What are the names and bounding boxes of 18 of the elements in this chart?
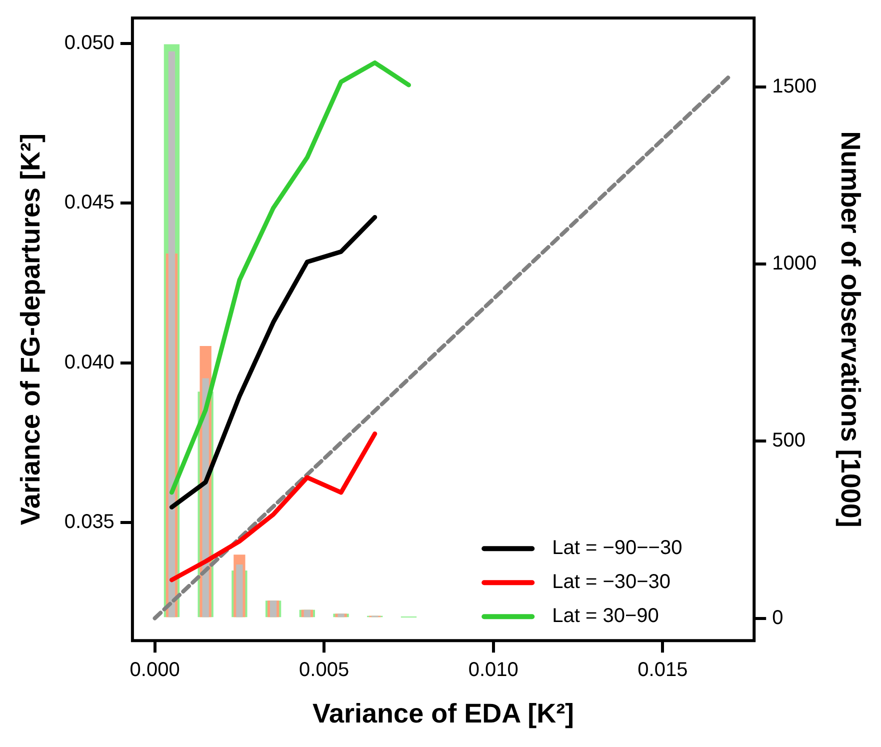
x-axis-title: Variance of EDA [K²] <box>312 698 574 728</box>
x-tick-label: 0.015 <box>638 659 688 682</box>
y-tick-label: 0.050 <box>64 32 114 54</box>
y-tick-label: 0.040 <box>64 351 114 374</box>
y2-tick-label: 1500 <box>772 76 817 98</box>
y2-tick-label: 1000 <box>772 252 817 275</box>
y2-axis-title: Number of observations [1000] <box>835 131 866 528</box>
legend-label: Lat = −90−−30 <box>552 537 682 560</box>
x-tick-label: 0.005 <box>299 659 350 682</box>
y-tick-label: 0.045 <box>64 192 114 214</box>
y2-tick-label: 0 <box>772 606 784 629</box>
y-tick-label: 0.035 <box>64 510 114 533</box>
y-axis-title: Variance of FG-departures [K²] <box>16 134 46 526</box>
x-tick-label: 0.010 <box>468 659 518 682</box>
x-tick-label: 0.000 <box>130 659 180 682</box>
legend-label: Lat = −30−30 <box>552 571 671 594</box>
y2-tick-label: 500 <box>772 430 806 452</box>
legend-label: Lat = 30−90 <box>552 605 659 628</box>
